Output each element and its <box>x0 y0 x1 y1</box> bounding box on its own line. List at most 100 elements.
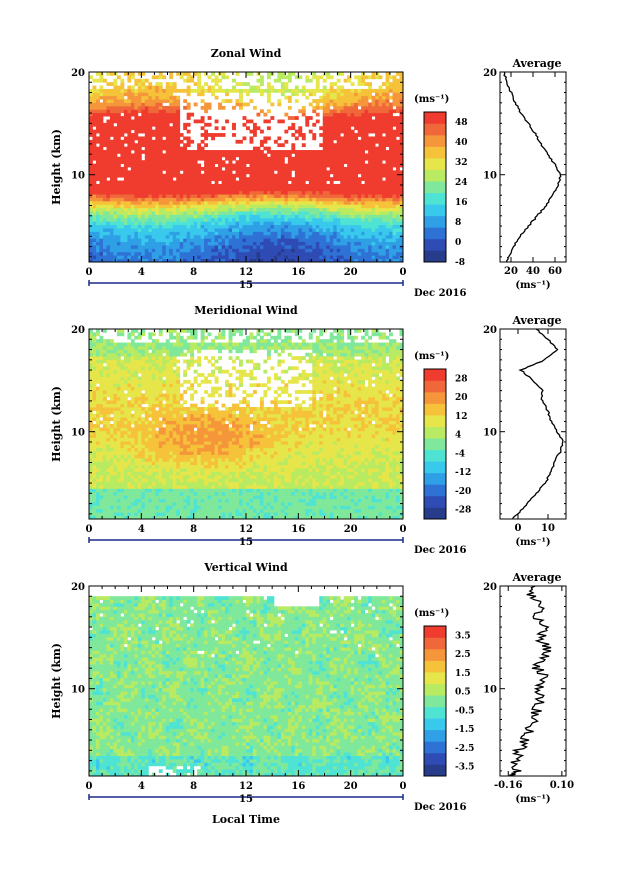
heatmap-cell <box>197 228 201 232</box>
heatmap-cell <box>232 177 236 181</box>
heatmap-cell <box>375 177 379 181</box>
heatmap-cell <box>120 410 124 414</box>
heatmap-cell <box>215 170 219 174</box>
heatmap-cell <box>222 235 226 239</box>
heatmap-cell <box>333 133 337 137</box>
heatmap-cell <box>103 103 107 107</box>
heatmap-cell <box>180 191 184 195</box>
heatmap-cell <box>326 238 330 242</box>
heatmap-cell <box>194 221 198 225</box>
heatmap-cell <box>110 204 114 208</box>
heatmap-cell <box>340 153 344 157</box>
heatmap-cell <box>274 201 278 205</box>
heatmap-cell <box>340 177 344 181</box>
heatmap-cell <box>323 130 327 134</box>
heatmap-cell <box>260 167 264 171</box>
heatmap-cell <box>389 187 393 191</box>
heatmap-cell <box>361 177 365 181</box>
heatmap-cell <box>166 133 170 137</box>
heatmap-cell <box>131 167 135 171</box>
heatmap-cell <box>302 143 306 147</box>
heatmap-cell <box>127 235 131 239</box>
heatmap-cell <box>302 208 306 212</box>
heatmap-cell <box>236 245 240 249</box>
heatmap-cell <box>117 492 121 496</box>
heatmap-cell <box>103 157 107 161</box>
heatmap-cell <box>120 167 124 171</box>
heatmap-cell <box>180 221 184 225</box>
heatmap-cell <box>127 194 131 198</box>
heatmap-cell <box>169 187 173 191</box>
heatmap-cell <box>368 221 372 225</box>
heatmap-cell <box>368 126 372 130</box>
heatmap-cell <box>201 167 205 171</box>
heatmap-cell <box>365 215 369 219</box>
heatmap-cell <box>288 255 292 259</box>
heatmap-cell <box>229 167 233 171</box>
heatmap-cell <box>124 383 128 387</box>
heatmap-cell <box>197 174 201 178</box>
heatmap-cell <box>194 238 198 242</box>
heatmap-cell <box>354 228 358 232</box>
heatmap-cell <box>218 228 222 232</box>
heatmap-cell <box>253 201 257 205</box>
heatmap-cell <box>351 143 355 147</box>
heatmap-cell <box>187 221 191 225</box>
heatmap-cell <box>263 218 267 222</box>
heatmap-cell <box>253 153 257 157</box>
heatmap-cell <box>243 191 247 195</box>
heatmap-cell <box>256 248 260 252</box>
heatmap-cell <box>330 96 334 100</box>
heatmap-cell <box>312 170 316 174</box>
heatmap-cell <box>106 235 110 239</box>
heatmap-cell <box>159 123 163 127</box>
heatmap-cell <box>246 82 250 86</box>
heatmap-cell <box>113 509 117 513</box>
heatmap-cell <box>187 136 191 140</box>
heatmap-cell <box>354 120 358 124</box>
heatmap-cell <box>333 187 337 191</box>
heatmap-cell <box>152 123 156 127</box>
heatmap-cell <box>225 231 229 235</box>
heatmap-cell <box>243 123 247 127</box>
heatmap-cell <box>389 133 393 137</box>
heatmap-cell <box>249 225 253 229</box>
heatmap-cell <box>110 225 114 229</box>
heatmap-cell <box>99 184 103 188</box>
heatmap-cell <box>368 245 372 249</box>
heatmap-cell <box>379 252 383 256</box>
heatmap-cell <box>330 187 334 191</box>
heatmap-cell <box>222 238 226 242</box>
colorbar-tick-label: 24 <box>455 178 468 188</box>
heatmap-cell <box>319 198 323 202</box>
heatmap-cell <box>222 160 226 164</box>
heatmap-cell <box>309 231 313 235</box>
heatmap-cell <box>89 106 93 110</box>
x-tick-label: 8 <box>190 267 197 278</box>
heatmap-cell <box>263 231 267 235</box>
heatmap-cell <box>96 153 100 157</box>
heatmap-cell <box>253 184 257 188</box>
heatmap-cell <box>260 174 264 178</box>
heatmap-cell <box>288 221 292 225</box>
heatmap-cell <box>187 235 191 239</box>
heatmap-cell <box>96 164 100 168</box>
heatmap-cell <box>103 472 107 476</box>
heatmap-cell <box>263 191 267 195</box>
heatmap-cell <box>201 184 205 188</box>
heatmap-cell <box>127 417 131 421</box>
heatmap-cell <box>166 228 170 232</box>
heatmap-cell <box>103 509 107 513</box>
heatmap-cell <box>120 218 124 222</box>
heatmap-cell <box>117 414 121 418</box>
heatmap-cell <box>113 404 117 408</box>
heatmap-cell <box>225 218 229 222</box>
heatmap-cell <box>302 150 306 154</box>
heatmap-cell <box>263 221 267 225</box>
heatmap-cell <box>120 461 124 465</box>
heatmap-cell <box>347 140 351 144</box>
heatmap-cell <box>389 140 393 144</box>
heatmap-cell <box>354 113 358 117</box>
heatmap-cell <box>96 231 100 235</box>
heatmap-cell <box>138 184 142 188</box>
